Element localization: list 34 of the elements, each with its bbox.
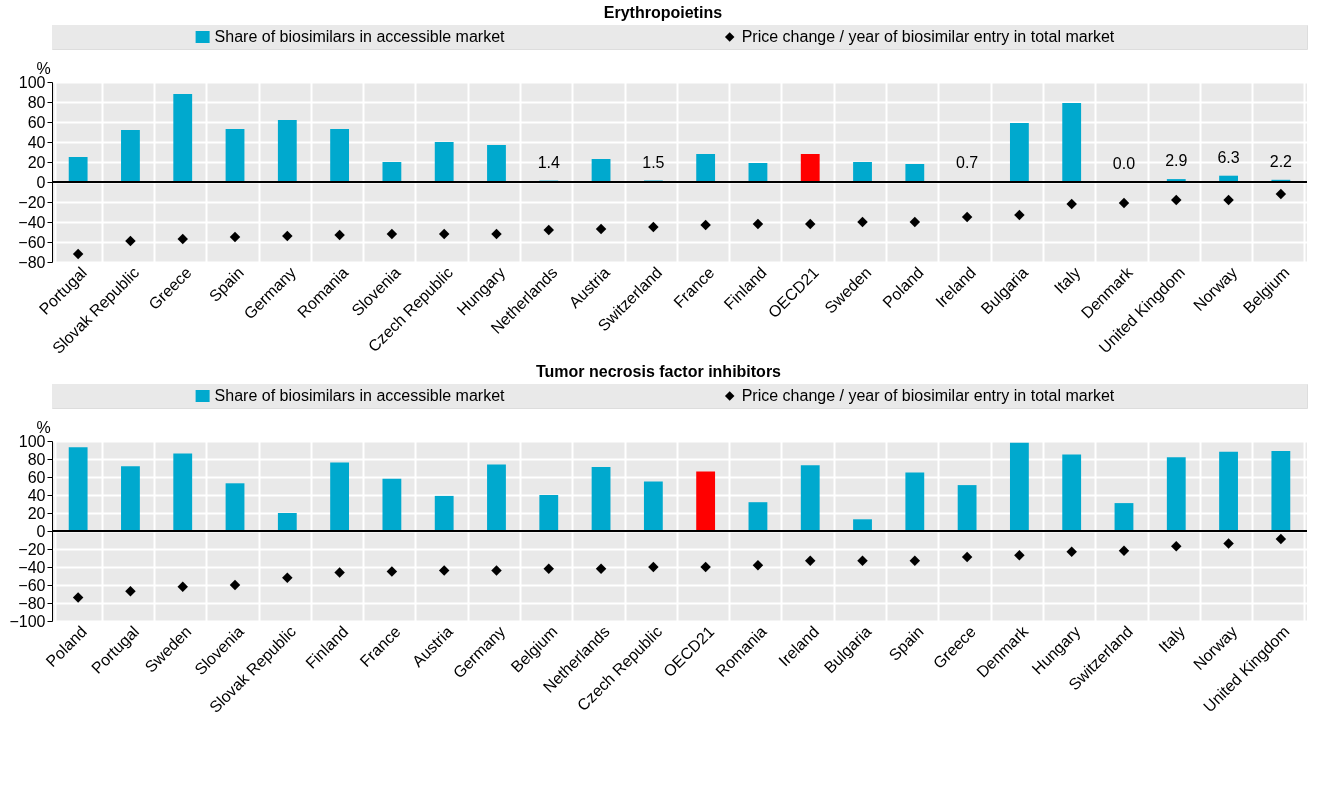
y-tick-label: 60: [27, 468, 46, 486]
legend-label: Share of biosimilars in accessible market: [214, 28, 506, 45]
data-label: 6.3: [1217, 148, 1240, 166]
y-tick-label: −80: [18, 253, 46, 271]
y-tick-label: −20: [18, 193, 46, 211]
data-label: 1.4: [537, 153, 560, 171]
y-tick-label: 20: [27, 504, 46, 522]
y-tick-label: 0: [36, 173, 46, 191]
y-tick-label: 0: [36, 522, 46, 540]
y-tick-label: 80: [27, 450, 46, 468]
y-tick-label: −40: [18, 558, 46, 576]
y-tick-label: −40: [18, 213, 46, 231]
y-tick-label: −60: [18, 576, 46, 594]
y-tick-label: 80: [27, 93, 46, 111]
y-tick-label: −20: [18, 540, 46, 558]
x-tick-label: Italy: [1050, 263, 1084, 297]
data-label: 2.9: [1165, 152, 1188, 170]
y-tick-label: 40: [27, 133, 46, 151]
chart-title: Erythropoietins: [603, 3, 723, 21]
y-tick-label: 20: [27, 153, 46, 171]
data-label: 2.2: [1269, 152, 1293, 170]
chart-title: Tumor necrosis factor inhibitors: [535, 362, 782, 380]
y-tick-label: 40: [27, 486, 46, 504]
y-tick-label: −80: [18, 594, 46, 612]
y-tick-label: −60: [18, 233, 46, 251]
data-label: 0.7: [955, 154, 979, 172]
legend-label: Price change / year of biosimilar entry in total market: [741, 28, 1115, 45]
data-label: 1.5: [642, 153, 665, 171]
y-tick-label: −100: [9, 612, 46, 630]
x-tick-label: Italy: [1155, 622, 1189, 656]
legend-label: Share of biosimilars in accessible market: [214, 387, 506, 404]
legend-label: Price change / year of biosimilar entry in total market: [741, 387, 1115, 404]
y-tick-label: 60: [27, 113, 46, 131]
data-label: 0.0: [1112, 155, 1136, 172]
